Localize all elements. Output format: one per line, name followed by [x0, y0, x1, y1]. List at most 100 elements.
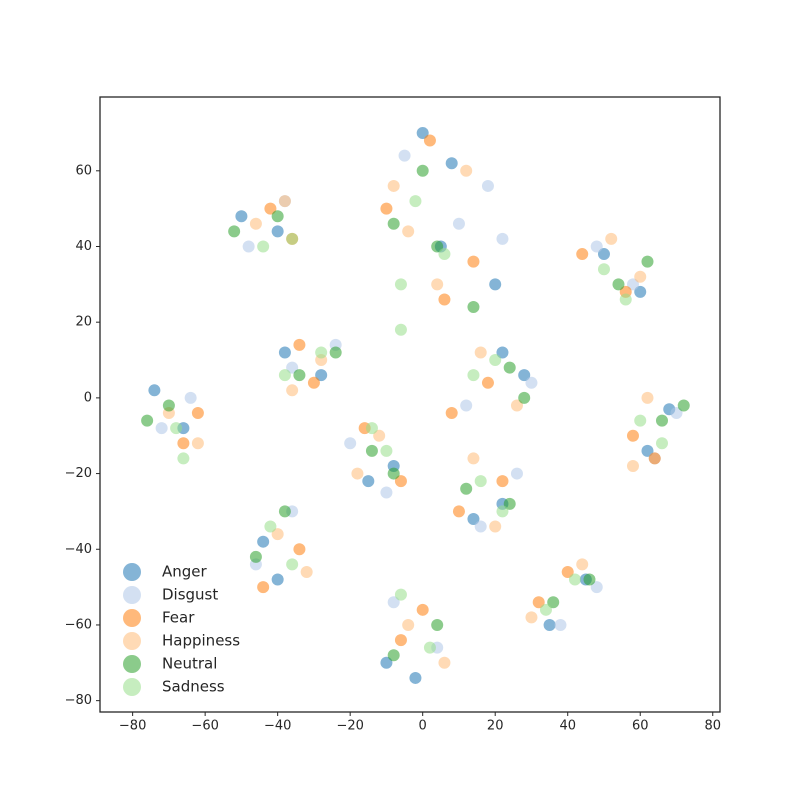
point — [583, 573, 596, 586]
point — [489, 520, 502, 533]
point — [329, 346, 342, 359]
point — [460, 399, 473, 412]
point — [677, 399, 690, 412]
x-tick-label: 40 — [559, 719, 576, 734]
point — [539, 603, 552, 616]
point — [315, 369, 328, 382]
point — [242, 240, 255, 253]
point — [423, 641, 436, 654]
point — [576, 558, 589, 571]
point — [293, 338, 306, 351]
point — [300, 565, 313, 578]
legend-marker — [123, 586, 141, 604]
point — [452, 217, 465, 230]
point — [307, 376, 320, 389]
point — [438, 248, 451, 261]
point — [394, 323, 407, 336]
point — [641, 255, 654, 268]
point — [503, 497, 516, 510]
point — [648, 452, 661, 465]
point — [481, 179, 494, 192]
x-tick-label: 20 — [487, 719, 504, 734]
legend-marker — [123, 678, 141, 696]
point — [315, 346, 328, 359]
point — [380, 486, 393, 499]
point — [481, 376, 494, 389]
point — [257, 581, 270, 594]
point — [561, 565, 574, 578]
x-tick-label: −20 — [336, 719, 363, 734]
point — [634, 414, 647, 427]
point — [590, 581, 603, 594]
legend-label: Neutral — [162, 655, 217, 673]
point — [467, 301, 480, 314]
point — [518, 391, 531, 404]
point — [452, 505, 465, 518]
point — [394, 634, 407, 647]
point — [394, 278, 407, 291]
point — [510, 467, 523, 480]
legend-label: Anger — [162, 563, 208, 581]
point — [257, 535, 270, 548]
point — [597, 248, 610, 261]
point — [626, 429, 639, 442]
point — [438, 656, 451, 669]
point — [365, 422, 378, 435]
point — [503, 361, 516, 374]
point — [576, 248, 589, 261]
point — [590, 240, 603, 253]
legend-marker — [123, 563, 141, 581]
point — [409, 195, 422, 208]
y-tick-label: −60 — [65, 617, 92, 632]
point — [380, 202, 393, 215]
plot-area — [141, 126, 690, 684]
point — [278, 195, 291, 208]
point — [264, 520, 277, 533]
point — [177, 452, 190, 465]
y-tick-label: 40 — [75, 239, 92, 254]
point — [387, 467, 400, 480]
point — [387, 649, 400, 662]
point — [634, 270, 647, 283]
point — [496, 475, 509, 488]
y-tick-label: 60 — [75, 163, 92, 178]
point — [387, 217, 400, 230]
point — [489, 278, 502, 291]
point — [249, 217, 262, 230]
point — [170, 422, 183, 435]
legend-label: Happiness — [162, 632, 240, 650]
point — [141, 414, 154, 427]
point — [445, 407, 458, 420]
x-tick-label: −60 — [191, 719, 218, 734]
point — [402, 618, 415, 631]
point — [409, 671, 422, 684]
point — [467, 369, 480, 382]
point — [398, 149, 411, 162]
point — [191, 407, 204, 420]
point — [278, 346, 291, 359]
point — [597, 263, 610, 276]
point — [271, 573, 284, 586]
point — [402, 225, 415, 238]
y-tick-label: −20 — [65, 466, 92, 481]
point — [634, 285, 647, 298]
y-tick-label: −80 — [65, 693, 92, 708]
point — [373, 429, 386, 442]
point — [670, 407, 683, 420]
point — [228, 225, 241, 238]
point — [271, 225, 284, 238]
point — [641, 444, 654, 457]
point — [380, 444, 393, 457]
legend-marker — [123, 632, 141, 650]
point — [460, 164, 473, 177]
point — [271, 528, 284, 541]
point — [387, 179, 400, 192]
point — [474, 346, 487, 359]
point — [525, 376, 538, 389]
point — [177, 437, 190, 450]
point — [365, 444, 378, 457]
point — [467, 512, 480, 525]
point — [619, 293, 632, 306]
point — [423, 134, 436, 147]
